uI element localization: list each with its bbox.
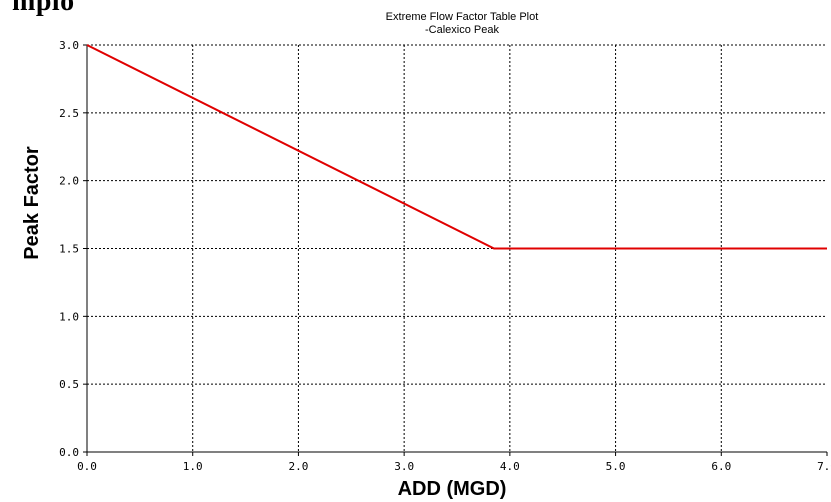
x-tick-label: 3.0 [394,460,414,473]
chart-title: Extreme Flow Factor Table Plot [386,11,539,23]
x-tick-label: 7.0 [817,460,831,473]
x-tick-label: 2.0 [288,460,308,473]
y-axis-label: Peak Factor [21,146,43,260]
x-tick-labels: 0.0 1.0 2.0 3.0 4.0 5.0 6.0 7.0 [77,460,831,473]
y-tick-label: 0.0 [59,446,79,459]
y-tick-label: 2.0 [59,175,79,188]
x-tick-label: 1.0 [183,460,203,473]
x-tick-label: 6.0 [711,460,731,473]
y-tick-label: 3.0 [59,39,79,52]
x-tick-label: 0.0 [77,460,97,473]
x-tick-label: 4.0 [500,460,520,473]
series-lines [86,44,827,250]
plot-frame [83,44,828,456]
x-axis-label: ADD (MGD) [398,478,507,500]
y-tick-label: 2.5 [59,107,79,120]
series-line [86,44,827,250]
chart-subtitle: -Calexico Peak [425,24,499,36]
y-tick-label: 1.5 [59,243,79,256]
y-tick-labels: 3.0 2.5 2.0 1.5 1.0 0.5 0.0 [59,39,79,459]
x-tick-label: 5.0 [606,460,626,473]
cropped-heading-fragment: mplo [12,0,75,17]
y-tick-label: 1.0 [59,310,79,323]
y-tick-label: 0.5 [59,378,79,391]
